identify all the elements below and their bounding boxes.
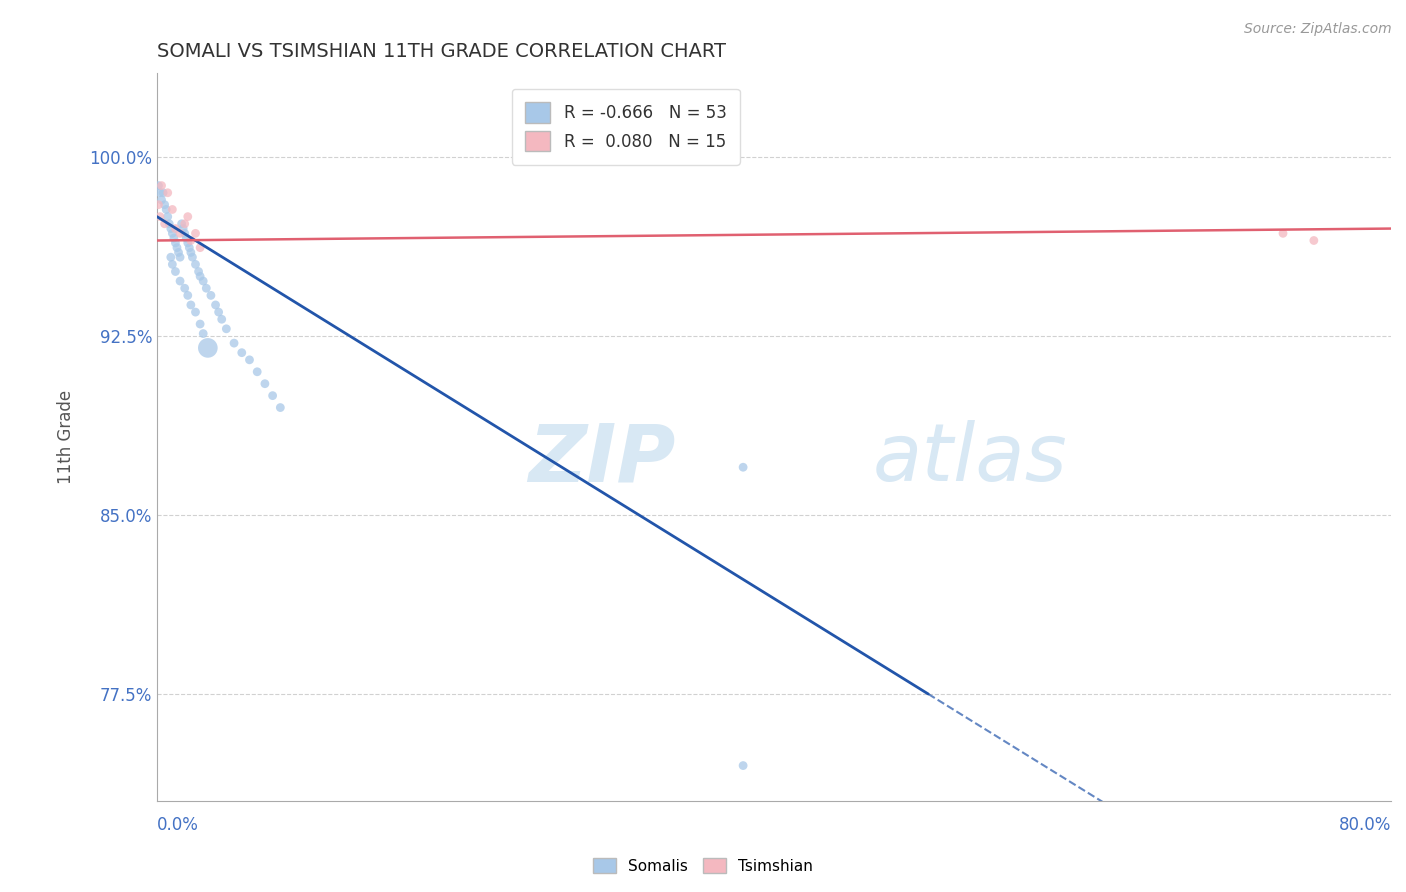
Point	[195, 281, 218, 295]
Point	[269, 401, 291, 415]
Point	[215, 322, 238, 336]
Y-axis label: 11th Grade: 11th Grade	[58, 391, 75, 484]
Point	[184, 257, 207, 271]
Point	[149, 186, 172, 200]
Point	[150, 193, 173, 207]
Point	[253, 376, 276, 391]
Point	[222, 336, 245, 351]
Text: atlas: atlas	[873, 420, 1067, 499]
Text: 80.0%: 80.0%	[1339, 816, 1391, 834]
Point	[169, 250, 191, 264]
Text: 0.0%: 0.0%	[157, 816, 198, 834]
Point	[200, 288, 222, 302]
Point	[180, 234, 202, 248]
Point	[177, 235, 200, 250]
Point	[169, 274, 191, 288]
Point	[246, 365, 269, 379]
Point	[733, 460, 755, 475]
Point	[187, 264, 209, 278]
Point	[162, 257, 184, 271]
Point	[1272, 227, 1295, 241]
Point	[193, 274, 215, 288]
Point	[165, 235, 187, 250]
Point	[148, 197, 170, 211]
Point	[148, 178, 170, 193]
Point	[167, 245, 190, 260]
Point	[172, 221, 194, 235]
Legend: R = -0.666   N = 53, R =  0.080   N = 15: R = -0.666 N = 53, R = 0.080 N = 15	[512, 89, 740, 165]
Point	[159, 221, 181, 235]
Point	[157, 217, 180, 231]
Point	[163, 231, 186, 245]
Text: Source: ZipAtlas.com: Source: ZipAtlas.com	[1244, 22, 1392, 37]
Point	[197, 341, 219, 355]
Point	[156, 210, 179, 224]
Point	[238, 352, 260, 367]
Point	[153, 217, 176, 231]
Point	[174, 231, 197, 245]
Point	[155, 202, 177, 217]
Point	[173, 227, 195, 241]
Point	[159, 250, 181, 264]
Point	[184, 227, 207, 241]
Point	[153, 197, 176, 211]
Point	[231, 345, 253, 359]
Point	[177, 210, 200, 224]
Text: ZIP: ZIP	[527, 420, 675, 499]
Point	[208, 305, 231, 319]
Point	[166, 241, 188, 255]
Point	[211, 312, 233, 326]
Legend: Somalis, Tsimshian: Somalis, Tsimshian	[586, 852, 820, 880]
Point	[149, 210, 172, 224]
Point	[733, 758, 755, 772]
Point	[188, 317, 211, 331]
Point	[1302, 234, 1324, 248]
Point	[169, 227, 191, 241]
Point	[180, 298, 202, 312]
Point	[165, 221, 187, 235]
Point	[184, 305, 207, 319]
Point	[188, 269, 211, 284]
Point	[152, 186, 174, 200]
Point	[181, 250, 204, 264]
Point	[177, 288, 200, 302]
Point	[193, 326, 215, 341]
Point	[180, 245, 202, 260]
Point	[170, 217, 193, 231]
Text: SOMALI VS TSIMSHIAN 11TH GRADE CORRELATION CHART: SOMALI VS TSIMSHIAN 11TH GRADE CORRELATI…	[157, 42, 725, 61]
Point	[162, 227, 184, 241]
Point	[188, 241, 211, 255]
Point	[262, 389, 284, 403]
Point	[173, 281, 195, 295]
Point	[204, 298, 226, 312]
Point	[173, 217, 195, 231]
Point	[165, 264, 187, 278]
Point	[162, 202, 184, 217]
Point	[150, 178, 173, 193]
Point	[156, 186, 179, 200]
Point	[179, 241, 201, 255]
